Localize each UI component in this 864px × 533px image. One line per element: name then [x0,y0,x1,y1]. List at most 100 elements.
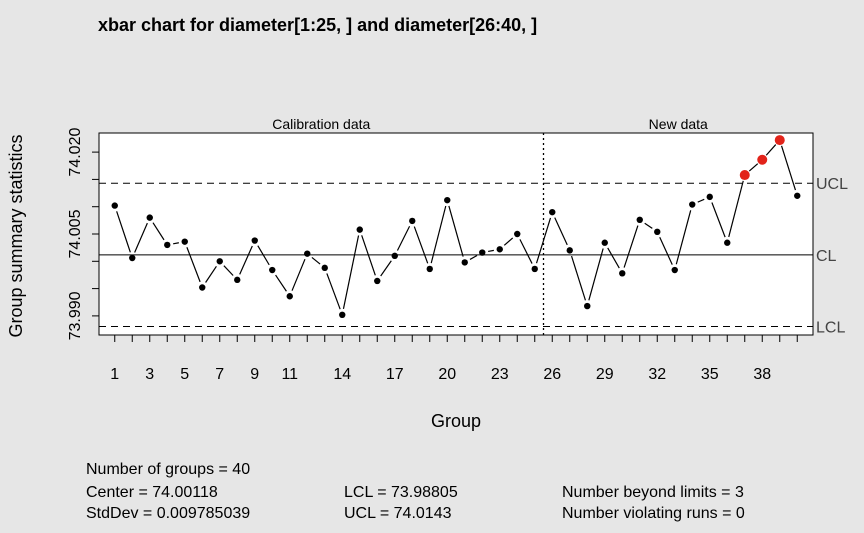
data-point [409,217,416,225]
series-segment [361,235,376,276]
series-segment [223,265,234,276]
data-point [479,249,486,256]
series-segment [257,245,270,266]
series-segment [116,211,131,253]
series-segment [152,222,165,241]
series-segment [711,202,726,238]
y-axis-label: Group summary statistics [6,134,26,337]
data-point [671,266,678,274]
data-point [356,226,363,233]
stat-num-groups: Number of groups = 40 [86,461,251,478]
cl-label: CL [816,248,837,265]
data-point [444,196,451,204]
x-tick-label: 38 [753,366,771,383]
series-segment [623,225,639,268]
series-segment [607,247,620,269]
data-point [496,246,503,253]
x-tick-label: 23 [491,366,509,383]
data-point [234,276,241,284]
x-tick-label: 26 [543,366,561,383]
data-point [654,228,661,236]
data-point [286,293,293,300]
data-point [619,270,626,277]
series-segment [342,235,360,310]
data-point [724,239,731,246]
series-segment [239,245,253,275]
series-segment [134,222,148,253]
series-segment [644,222,653,229]
stat-beyond-limits: Number beyond limits = 3 [562,484,744,501]
section-label-new: New data [649,116,708,132]
data-point-violation [739,170,750,181]
series-segment [488,249,494,253]
x-tick-label: 7 [215,366,224,383]
data-point [321,264,328,272]
data-point [216,258,223,265]
x-tick-label: 17 [386,366,404,383]
series-segment [469,254,478,260]
series-segment [275,274,287,292]
data-point [706,193,713,201]
x-tick-label: 14 [333,366,351,383]
y-tick-label: 74.020 [67,128,84,177]
data-point [514,230,521,238]
data-point [111,202,118,209]
chart-title: xbar chart for diameter[1:25, ] and diam… [98,15,537,35]
x-tick-label: 9 [250,366,259,383]
series-segment [413,226,429,264]
data-point [794,192,801,199]
series-segment [396,225,411,251]
data-point [549,208,556,216]
data-point [391,252,398,260]
series-segment [765,144,777,156]
y-tick-label: 73.990 [67,291,84,340]
x-tick-label: 3 [145,366,154,383]
x-tick-label: 1 [110,366,119,383]
x-tick-label: 35 [701,366,719,383]
ucl-label: UCL [816,176,848,193]
series-segment [554,217,568,246]
x-tick-label: 11 [281,366,298,383]
series-segment [519,239,533,264]
data-point-violation [757,154,768,165]
series-segment [728,180,744,238]
data-point-violation [774,135,785,146]
series-segment [430,205,447,264]
series-segment [697,198,705,203]
series-segment [588,248,604,301]
series-segment [186,247,201,283]
data-point [584,302,591,310]
data-point [689,201,696,208]
data-point [601,239,608,246]
data-point [531,265,538,273]
section-label-calibration: Calibration data [272,116,370,132]
x-tick-label: 20 [438,366,456,383]
plot-panel [98,132,814,336]
data-point [181,238,188,245]
series-segment [675,210,692,265]
series-segment [311,256,321,265]
data-point [304,250,311,257]
series-segment [780,145,797,191]
series-segment [503,237,514,246]
data-point [374,277,381,285]
x-tick-label: 5 [180,366,189,383]
lcl-label: LCL [816,320,845,337]
data-point [251,237,258,244]
data-point [199,284,206,291]
stat-center: Center = 74.00118 [86,484,218,501]
x-tick-label: 32 [648,366,666,383]
data-point [146,214,153,221]
series-segment [291,258,306,291]
series-segment [570,255,587,301]
y-tick-label: 74.005 [67,209,84,258]
series-segment [173,242,179,245]
series-segment [659,237,673,265]
data-point [269,266,276,274]
x-tick-label: 29 [596,366,614,383]
stat-violating-runs: Number violating runs = 0 [562,505,745,522]
data-point [566,247,573,254]
series-segment [448,205,464,257]
series-segment [748,163,759,172]
